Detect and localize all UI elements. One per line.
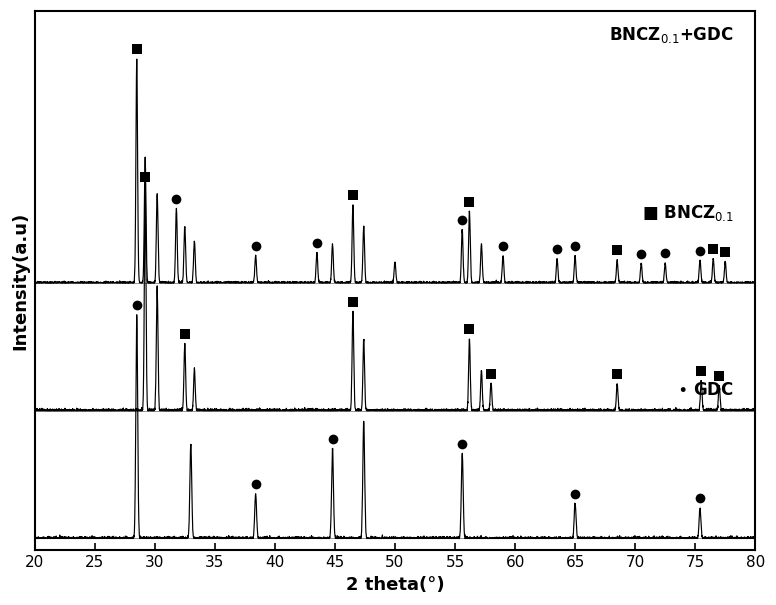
X-axis label: 2 theta(°): 2 theta(°) (345, 576, 445, 594)
Y-axis label: Intensity(a.u): Intensity(a.u) (11, 212, 29, 350)
Text: $\bullet$ GDC: $\bullet$ GDC (677, 381, 733, 399)
Text: $\blacksquare$ BNCZ$_{0.1}$: $\blacksquare$ BNCZ$_{0.1}$ (642, 203, 733, 223)
Text: BNCZ$_{0.1}$+GDC: BNCZ$_{0.1}$+GDC (609, 25, 733, 45)
